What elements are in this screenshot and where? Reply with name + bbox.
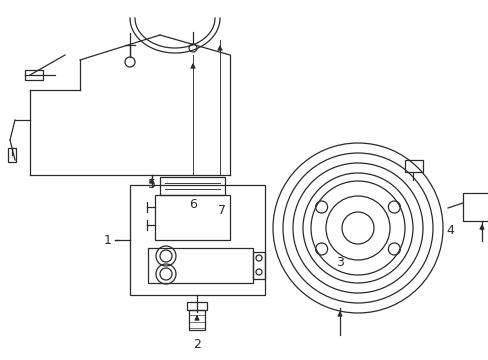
Bar [186,302,206,310]
Bar [25,70,43,80]
Bar [160,177,224,195]
Bar [155,195,229,240]
Text: 6: 6 [189,198,197,211]
Bar [404,160,422,172]
Bar [252,252,264,279]
Bar [130,185,264,295]
Text: 1: 1 [104,234,112,247]
Bar [189,310,204,330]
Text: 3: 3 [335,256,343,269]
Text: 2: 2 [193,338,201,351]
Text: 7: 7 [218,203,225,216]
Bar [8,148,16,162]
Text: 4: 4 [445,224,453,237]
Text: 5: 5 [148,179,156,192]
Bar [462,193,488,221]
Bar [148,248,252,283]
